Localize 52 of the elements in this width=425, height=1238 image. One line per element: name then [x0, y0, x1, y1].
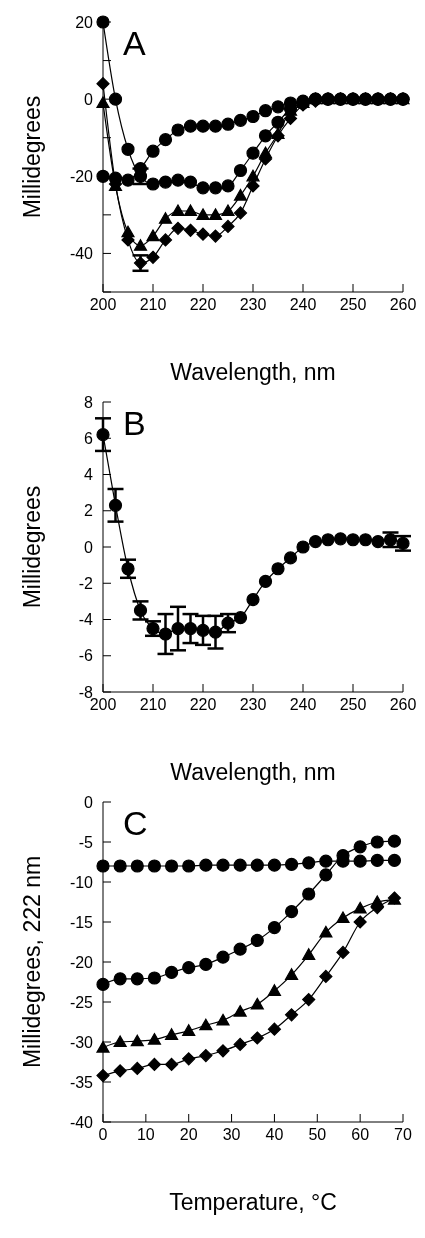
x-tick-label: 30	[222, 1126, 241, 1143]
x-tick-label: 260	[389, 696, 417, 713]
y-tick-label: 0	[84, 90, 94, 108]
y-tick-label: 4	[84, 466, 94, 483]
x-tick-label: 250	[339, 296, 367, 313]
x-tick-label: 240	[289, 296, 317, 313]
y-axis-title: Millidegrees	[19, 95, 45, 219]
x-tick-label: 20	[179, 1126, 198, 1143]
y-tick-label: 0	[84, 538, 94, 556]
x-tick-label: 240	[289, 696, 317, 713]
x-tick-label: 0	[98, 1126, 108, 1143]
y-tick-label: -6	[78, 647, 94, 665]
y-tick-label: -30	[69, 1033, 94, 1051]
annotation: A	[123, 24, 146, 62]
y-tick-label: 0	[84, 793, 94, 811]
y-tick-label: -15	[69, 913, 94, 931]
x-tick-label: 210	[139, 296, 167, 313]
x-tick-label: 230	[239, 696, 267, 713]
x-tick-label: 200	[89, 296, 117, 313]
x-tick-label: 10	[136, 1126, 155, 1143]
x-tick-label: 230	[239, 296, 267, 313]
y-tick-label: -40	[69, 244, 94, 262]
x-axis-title: Wavelength, nm	[170, 759, 336, 785]
y-tick-label: -4	[78, 611, 94, 628]
x-tick-label: 220	[189, 296, 217, 313]
y-tick-label: -10	[69, 873, 94, 891]
y-axis-title: Millidegrees	[19, 485, 45, 609]
x-tick-label: 250	[339, 696, 367, 713]
y-tick-label: -5	[78, 833, 94, 851]
y-tick-label: -2	[78, 574, 94, 592]
y-tick-label: 6	[84, 429, 94, 447]
y-tick-label: -25	[69, 993, 94, 1011]
x-tick-label: 260	[389, 296, 417, 313]
x-axis-title: Wavelength, nm	[170, 359, 336, 385]
y-axis-title: Millidegrees, 222 nm	[19, 855, 45, 1069]
x-tick-label: 200	[89, 696, 117, 713]
x-tick-label: 50	[308, 1126, 327, 1143]
x-tick-label: 220	[189, 696, 217, 713]
x-tick-label: 210	[139, 696, 167, 713]
annotation: B	[123, 404, 146, 442]
y-tick-label: -35	[69, 1073, 94, 1091]
x-tick-label: 60	[351, 1126, 370, 1143]
y-tick-label: -40	[69, 1113, 94, 1131]
annotation: C	[123, 804, 148, 842]
y-tick-label: 8	[84, 393, 94, 411]
y-tick-label: 20	[75, 13, 94, 31]
x-tick-label: 70	[394, 1126, 412, 1143]
y-tick-label: -20	[69, 167, 94, 185]
x-axis-title: Temperature, °C	[169, 1189, 337, 1215]
x-tick-label: 40	[265, 1126, 284, 1143]
y-tick-label: -20	[69, 953, 94, 971]
y-tick-label: 2	[84, 502, 94, 520]
